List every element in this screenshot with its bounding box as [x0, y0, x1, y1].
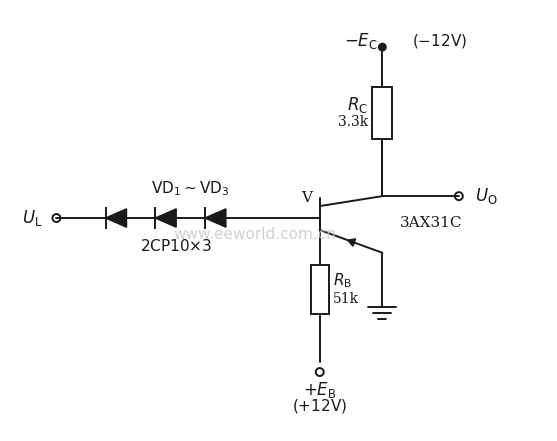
Circle shape: [379, 44, 386, 51]
Bar: [311, 265, 329, 314]
Text: 51k: 51k: [333, 292, 359, 306]
Text: $R_{\rm B}$: $R_{\rm B}$: [333, 271, 352, 290]
Text: $+E_{\rm B}$: $+E_{\rm B}$: [303, 380, 336, 400]
Polygon shape: [105, 209, 126, 227]
Text: 3AX31C: 3AX31C: [400, 216, 463, 230]
Text: 3.3k: 3.3k: [338, 115, 368, 129]
Polygon shape: [348, 239, 356, 246]
Text: $-E_{\rm C}$: $-E_{\rm C}$: [344, 31, 378, 51]
Text: $\mathrm{2CP10{\times}3}$: $\mathrm{2CP10{\times}3}$: [140, 238, 212, 254]
Text: V: V: [301, 191, 312, 205]
Text: $U_{\rm L}$: $U_{\rm L}$: [22, 208, 42, 228]
Text: www.eeworld.com.cn: www.eeworld.com.cn: [174, 228, 336, 243]
Bar: [373, 87, 392, 138]
Text: $\mathrm{VD_1{\sim}VD_3}$: $\mathrm{VD_1{\sim}VD_3}$: [152, 179, 230, 198]
Text: $(-12\mathrm{V})$: $(-12\mathrm{V})$: [412, 32, 467, 50]
Text: $(+12\mathrm{V})$: $(+12\mathrm{V})$: [292, 397, 348, 415]
Polygon shape: [155, 209, 176, 227]
Polygon shape: [205, 209, 226, 227]
Text: $U_{\rm O}$: $U_{\rm O}$: [475, 186, 497, 206]
Text: $R_{\rm C}$: $R_{\rm C}$: [348, 95, 368, 115]
